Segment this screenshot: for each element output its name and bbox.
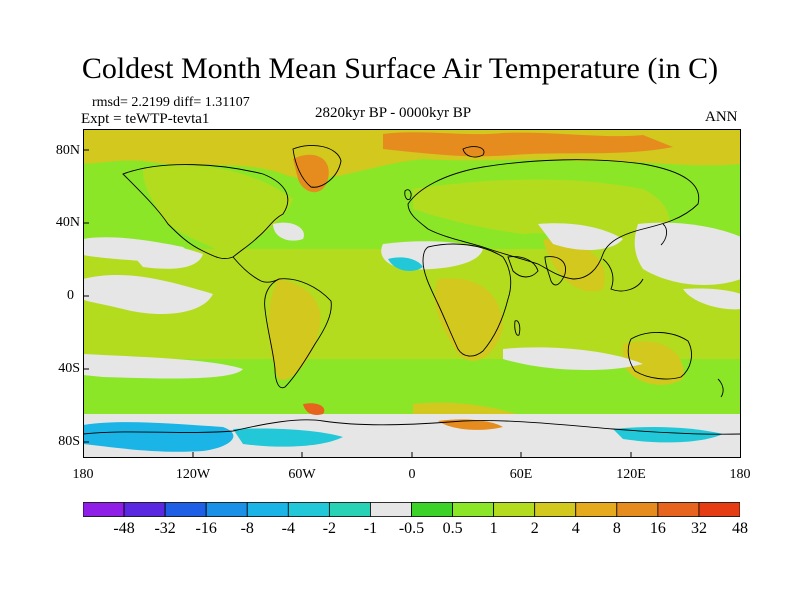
colorbar-label-15: 48 (732, 520, 748, 537)
field-sahara-cooling (388, 257, 423, 271)
coast-new-zealand (717, 378, 724, 398)
colorbar-label-8: 0.5 (442, 520, 463, 537)
colorbar-box-1 (123, 502, 166, 517)
field-south-pacific-grey (683, 288, 741, 310)
coast-antarctica (83, 419, 741, 435)
coast-north-america (122, 164, 289, 260)
colorbar-label-13: 16 (649, 520, 666, 537)
colorbar-label-3: -8 (240, 520, 254, 537)
temperature-anomaly-map (83, 129, 741, 458)
coast-arabia (507, 256, 539, 278)
coast-south-america (264, 278, 332, 389)
colorbar-box-14 (657, 502, 700, 517)
field-antarctic-warm-2 (303, 403, 325, 415)
colorbar-box-9 (452, 502, 495, 517)
period-label: 2820kyr BP - 0000kyr BP (315, 105, 472, 121)
colorbar-label-7: -0.5 (398, 520, 425, 537)
colorbar (83, 502, 740, 517)
lat-tick-80s: 80S (58, 434, 80, 449)
colorbar-box-7 (370, 502, 412, 517)
coast-eurasia (407, 159, 700, 280)
field-antarctic-cooling (83, 422, 234, 452)
colorbar-box-12 (575, 502, 618, 517)
colorbar-label-0: -48 (113, 520, 135, 537)
colorbar-label-14: 32 (690, 520, 707, 537)
coast-africa (422, 243, 512, 357)
field-north-america (143, 165, 293, 259)
lon-tick-180w: 180 (72, 467, 94, 482)
lon-tick-60w: 60W (288, 467, 316, 482)
colorbar-label-10: 2 (530, 520, 539, 537)
coast-japan (660, 223, 668, 246)
rmsd-diff-stats: rmsd= 2.2199 diff= 1.31107 (92, 95, 250, 110)
coast-australia (627, 332, 692, 380)
colorbar-label-6: -1 (363, 520, 378, 537)
coast-se-asia (602, 258, 644, 292)
field-india-asia-warm (543, 239, 605, 292)
colorbar-label-11: 4 (571, 520, 580, 537)
colorbar-box-8 (411, 502, 453, 517)
colorbar-box-2 (164, 502, 207, 517)
lat-tick-0: 0 (67, 288, 74, 303)
lon-tick-0: 0 (408, 467, 416, 482)
colorbar-box-10 (493, 502, 536, 517)
colorbar-box-4 (246, 502, 289, 517)
colorbar-box-11 (534, 502, 577, 517)
field-arctic-strong (383, 132, 673, 157)
colorbar-box-15 (698, 502, 740, 517)
field-southern-grey-2 (503, 347, 643, 371)
coast-india (544, 256, 566, 286)
field-greenland-warm (293, 154, 329, 193)
figure-title: Coldest Month Mean Surface Air Temperatu… (81, 52, 719, 85)
colorbar-box-3 (205, 502, 248, 517)
coast-arctic-islands (462, 146, 485, 158)
lat-tick-40n: 40N (55, 215, 80, 230)
colorbar-label-9: 1 (489, 520, 498, 537)
colorbar-label-12: 8 (612, 520, 621, 537)
field-south-america-warm (268, 279, 321, 380)
field-antarctic-cooling-2 (233, 428, 343, 447)
experiment-label: Expt = teWTP-tevta1 (81, 111, 210, 127)
coast-madagascar (514, 320, 521, 336)
field-australia-warm (623, 341, 684, 385)
colorbar-box-5 (287, 502, 330, 517)
colorbar-box-6 (328, 502, 371, 517)
colorbar-label-5: -2 (322, 520, 337, 537)
lon-tick-120e: 120E (616, 467, 646, 482)
field-antarctic-grey (83, 414, 741, 458)
lat-tick-40s: 40S (58, 361, 80, 376)
field-west-pacific-grey (634, 222, 741, 285)
field-central-pacific-grey (123, 242, 203, 269)
field-southern-grey (83, 354, 243, 379)
season-label: ANN (705, 109, 738, 125)
colorbar-label-1: -32 (154, 520, 176, 537)
colorbar-box-13 (616, 502, 659, 517)
field-pacific-west-grey (83, 274, 213, 314)
coastlines (83, 145, 741, 435)
field-china-grey (538, 223, 623, 251)
coast-britain (404, 189, 412, 200)
lon-tick-180e: 180 (729, 467, 751, 482)
field-africa-warm (434, 278, 503, 361)
lon-tick-60e: 60E (509, 467, 533, 482)
coast-central-america (232, 256, 280, 283)
colorbar-label-2: -16 (195, 520, 217, 537)
lat-tick-80n: 80N (55, 143, 80, 158)
field-atlantic-grey (273, 222, 304, 241)
coast-greenland (292, 145, 342, 188)
colorbar-box-0 (83, 502, 125, 517)
lon-tick-120w: 120W (175, 467, 211, 482)
colorbar-label-4: -4 (281, 520, 295, 537)
map-ticks (83, 149, 632, 458)
